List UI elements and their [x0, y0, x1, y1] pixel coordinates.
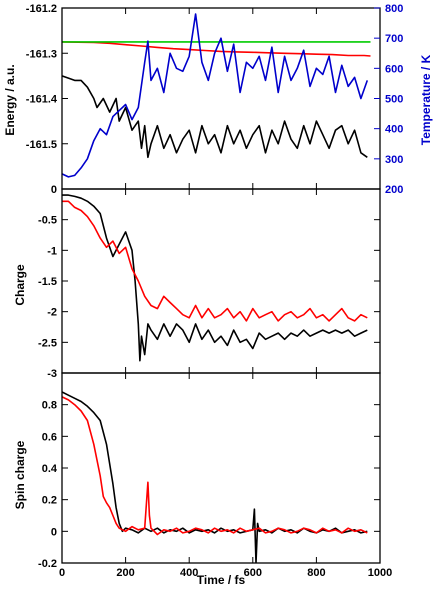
y-tick-label: -161.3 [26, 48, 57, 60]
y-tick-label: 0.8 [42, 400, 57, 412]
x-tick-label: 400 [180, 567, 198, 579]
y-tick-label-right: 500 [385, 94, 403, 106]
y-tick-label: 0 [51, 184, 57, 196]
y-tick-label: -2 [47, 307, 57, 319]
series-line-blue [62, 13, 369, 178]
series-line-black [62, 75, 368, 159]
y-tick-label: -1.5 [38, 276, 57, 288]
y-tick-label-right: 300 [385, 154, 403, 166]
panel-frame [61, 7, 381, 190]
y-tick-label: 0.2 [42, 495, 57, 507]
y-tick-label: -2.5 [38, 337, 57, 349]
y-tick-label-right: 800 [385, 3, 403, 15]
y-tick-label-right: 600 [385, 63, 403, 75]
panel1-ylabel-right: Temperature / K [419, 54, 433, 145]
panel-top: -161.5 -161.4 -161.3 -161.2 200 300 400 500 600 7… [26, 3, 404, 196]
series-line-black [62, 391, 368, 563]
x-tick-label: 200 [116, 567, 134, 579]
x-tick-label: 800 [307, 567, 325, 579]
panels: -161.5 -161.4 -161.3 -161.2 200 300 400 500 600 7… [26, 3, 404, 579]
panel-frame [61, 188, 381, 374]
series-line-red [62, 41, 371, 57]
y-tick-label: 0.4 [42, 463, 58, 475]
y-tick-label: -161.5 [26, 139, 57, 151]
y-tick-label: 0.6 [42, 431, 57, 443]
y-tick-label: -161.2 [26, 3, 57, 15]
panel-middle: -3 -2.5 -2 -1.5 -1 -0.5 0 [38, 184, 381, 380]
panel-bottom: 0 200 400 600 800 1000-0.200.20.40.60.8 [38, 372, 392, 579]
y-tick-label: -3 [47, 368, 57, 380]
panel1-ylabel: Energy / a.u. [3, 64, 17, 135]
y-tick-label: -161.4 [26, 94, 58, 106]
series-line-red [62, 200, 368, 322]
x-axis-label: Time / fs [197, 573, 246, 587]
y-tick-label-right: 700 [385, 33, 403, 45]
x-tick-label: 0 [59, 567, 65, 579]
y-tick-label-right: 200 [385, 184, 403, 196]
series-line-black [62, 194, 368, 362]
y-tick-label: 0 [51, 526, 57, 538]
panel2-ylabel: Charge [13, 264, 27, 306]
panel3-ylabel: Spin charge [13, 440, 27, 509]
y-tick-label-right: 400 [385, 124, 403, 136]
series-line-red [62, 396, 368, 536]
y-tick-label: -1 [47, 245, 57, 257]
y-tick-label: -0.2 [38, 558, 57, 570]
y-tick-label: -0.5 [38, 215, 57, 227]
x-tick-label: 1000 [368, 567, 392, 579]
x-tick-label: 600 [244, 567, 262, 579]
